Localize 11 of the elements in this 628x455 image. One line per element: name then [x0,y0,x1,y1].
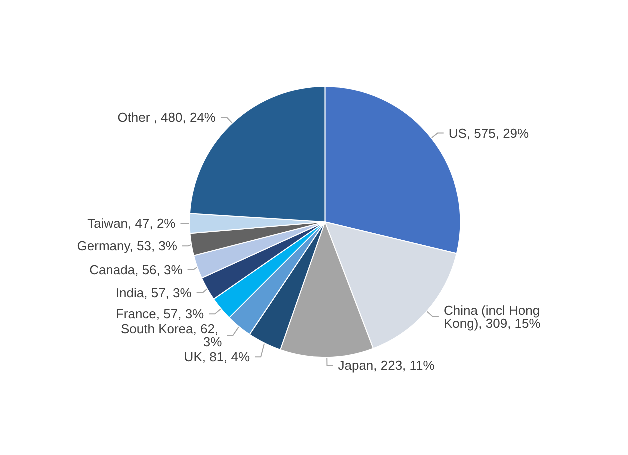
slice-label: India, 57, 3% [116,286,192,301]
slice-label: South Korea, 62, 3% [120,322,223,350]
slice-label: Other , 480, 24% [118,110,216,126]
slice-label: US, 575, 29% [448,126,530,141]
slice-label: China (incl Hong Kong), 309, 15% [444,302,544,331]
slice-label: France, 57, 3% [116,306,205,322]
slice-label: Canada, 56, 3% [90,262,184,278]
slice-label: UK, 81, 4% [184,350,251,365]
slice-label: Germany, 53, 3% [77,238,178,254]
slice-label: Taiwan, 47, 2% [88,216,176,232]
slice-label: Japan, 223, 11% [338,358,436,374]
